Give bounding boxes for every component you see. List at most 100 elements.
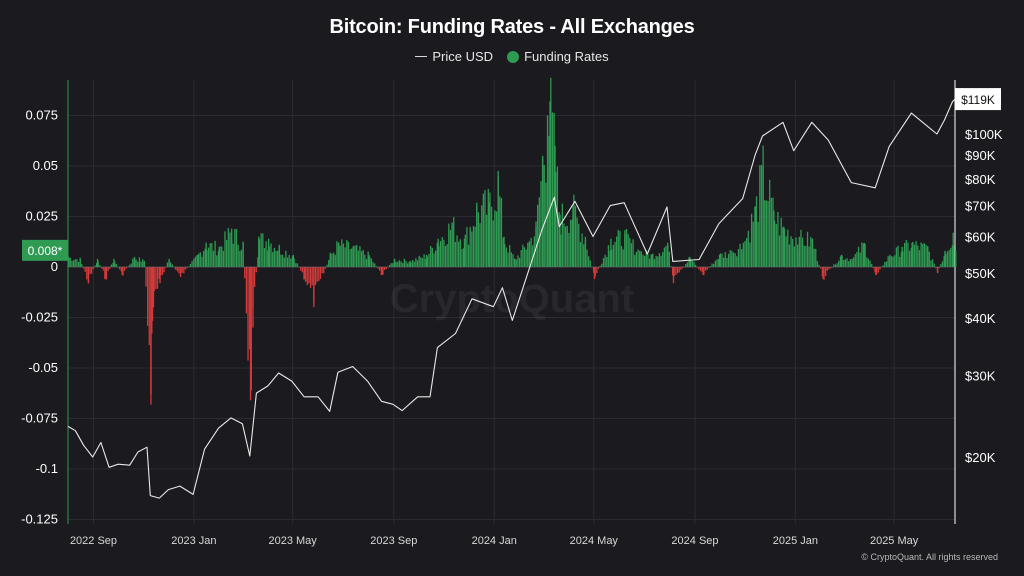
funding-bar-positive <box>913 244 916 267</box>
funding-rate-point <box>513 258 516 267</box>
current-funding-badge <box>22 239 68 261</box>
funding-rate-point <box>278 246 281 267</box>
funding-rate-point <box>689 256 691 267</box>
funding-bar-negative <box>673 267 675 277</box>
funding-bar-positive <box>420 257 422 267</box>
funding-bar-negative <box>872 267 875 269</box>
funding-bar-positive <box>504 244 506 267</box>
funding-bar-positive <box>362 249 364 267</box>
funding-bar-positive <box>841 255 843 267</box>
funding-bar-positive <box>474 226 476 267</box>
funding-bar-positive <box>71 260 73 267</box>
funding-bar-positive <box>477 212 480 267</box>
funding-bar-negative <box>300 267 302 271</box>
funding-bar-positive <box>846 258 848 267</box>
funding-bar-positive <box>908 250 911 267</box>
funding-bar-negative <box>826 267 828 271</box>
funding-bar-positive <box>99 265 101 267</box>
funding-rate-point <box>527 242 529 267</box>
funding-bar-positive <box>568 232 570 267</box>
funding-bar-positive <box>757 221 759 267</box>
funding-bar-positive <box>711 263 713 267</box>
funding-bar-positive <box>523 247 526 267</box>
funding-bar-positive <box>895 247 898 267</box>
funding-bar-positive <box>808 246 810 267</box>
funding-bar-positive <box>602 258 605 267</box>
funding-bar-positive <box>464 234 466 267</box>
funding-bar-positive <box>793 246 796 267</box>
funding-bar-positive <box>640 251 642 267</box>
funding-bar-positive <box>948 250 950 267</box>
funding-bar-positive <box>227 228 229 267</box>
funding-bar-positive <box>500 198 503 267</box>
right-axis-tick-label: $100K <box>965 127 1003 142</box>
funding-bar-positive <box>296 263 299 267</box>
funding-bar-positive <box>439 241 442 267</box>
funding-rate-point <box>143 260 146 267</box>
funding-bar-positive <box>777 212 779 267</box>
funding-bar-positive <box>775 224 777 267</box>
funding-rate-point <box>672 267 675 284</box>
funding-bar-positive <box>555 172 557 267</box>
funding-bar-negative <box>158 267 160 279</box>
funding-bar-positive <box>342 243 345 267</box>
funding-bar-positive <box>357 250 359 267</box>
funding-rate-point <box>242 242 244 267</box>
right-axis-tick-label: $30K <box>965 369 996 384</box>
funding-bar-positive <box>140 261 142 267</box>
funding-bar-positive <box>212 250 215 267</box>
funding-bar-negative <box>828 267 830 270</box>
funding-bar-positive <box>905 239 907 267</box>
funding-bar-positive <box>479 223 481 267</box>
funding-bar-positive <box>548 135 550 267</box>
funding-rate-point <box>936 267 939 274</box>
funding-bar-negative <box>708 267 710 268</box>
funding-rate-point <box>762 166 764 267</box>
funding-bar-positive <box>569 219 572 267</box>
funding-bar-positive <box>528 241 531 267</box>
funding-bar-negative <box>306 267 308 286</box>
funding-bar-negative <box>107 267 109 271</box>
funding-bar-positive <box>571 219 573 267</box>
funding-bar-positive <box>509 245 511 267</box>
funding-bar-positive <box>472 225 475 267</box>
funding-bar-negative <box>704 267 707 271</box>
funding-rate-point <box>624 234 626 267</box>
funding-bar-positive <box>589 260 591 267</box>
funding-bar-positive <box>189 264 192 267</box>
funding-bar-negative <box>153 267 155 292</box>
funding-rate-point <box>409 260 411 267</box>
funding-bar-positive <box>240 249 243 267</box>
funding-rate-point <box>179 267 182 278</box>
funding-rate-point <box>718 254 721 267</box>
left-axis-tick-label: 0.075 <box>25 108 58 123</box>
funding-bar-positive <box>869 260 871 267</box>
funding-bar-positive <box>900 251 902 267</box>
funding-rate-point <box>702 267 704 276</box>
funding-bar-positive <box>411 259 414 267</box>
funding-bar-negative <box>245 267 248 314</box>
funding-rate-point <box>476 206 478 267</box>
funding-bar-negative <box>104 267 106 280</box>
funding-bar-positive <box>724 252 726 267</box>
funding-bar-positive <box>510 252 512 267</box>
x-axis-tick-label: 2023 Sep <box>370 535 417 547</box>
funding-bar-positive <box>599 265 601 267</box>
funding-bar-negative <box>675 267 677 275</box>
funding-rate-point <box>901 246 903 267</box>
funding-bar-positive <box>601 263 603 267</box>
funding-bar-positive <box>258 239 261 267</box>
funding-bar-positive <box>887 256 889 267</box>
legend-item-funding[interactable]: Funding Rates <box>507 49 609 64</box>
funding-bar-positive <box>369 256 371 267</box>
funding-bar-negative <box>594 267 596 277</box>
funding-bar-positive <box>485 214 488 267</box>
funding-bar-positive <box>142 259 144 267</box>
funding-bar-positive <box>418 255 420 267</box>
legend-item-price[interactable]: Price USD <box>415 49 493 64</box>
funding-rate-point <box>381 267 383 276</box>
funding-bar-positive <box>810 236 812 267</box>
funding-bar-positive <box>74 259 76 267</box>
left-axis-tick-label: -0.05 <box>28 360 58 375</box>
funding-rate-point <box>451 222 453 267</box>
